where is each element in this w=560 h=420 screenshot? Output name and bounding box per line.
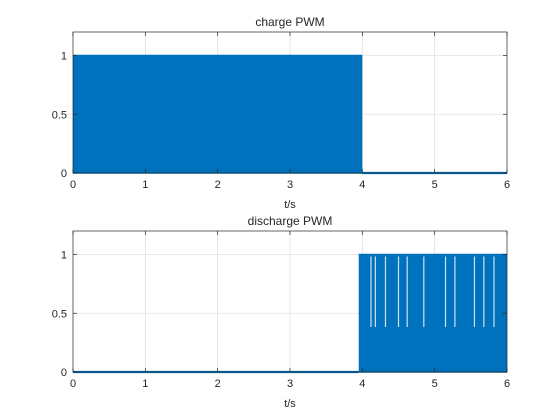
pwm-gap-mark [483, 256, 485, 327]
pwm-gap-mark [493, 256, 495, 327]
x-tick-label: 0 [70, 179, 76, 191]
y-tick-label: 1 [61, 51, 67, 63]
y-tick-label: 0 [61, 168, 67, 180]
subplot-discharge-pwm: 0 1 2 3 4 5 6 0 0.5 1 discharge PWM t/s [52, 214, 510, 410]
subplot-charge-pwm: 0 1 2 3 4 5 6 0 0.5 1 charge PWM t/s [52, 15, 510, 211]
y-tick-label: 0 [61, 367, 67, 379]
x-tick-label: 2 [215, 179, 221, 191]
x-tick-label: 6 [504, 378, 510, 390]
x-tick-label: 2 [215, 378, 221, 390]
pwm-gap-mark [444, 256, 447, 327]
x-tick-label: 3 [287, 179, 293, 191]
pwm-band [73, 55, 363, 173]
pwm-gap-mark [406, 256, 408, 327]
pwm-band [358, 254, 507, 372]
y-tick-label: 0.5 [52, 109, 67, 121]
series-layer [73, 253, 507, 374]
ticks: 0 1 2 3 4 5 6 0 0.5 1 [52, 32, 510, 191]
x-axis-label: t/s [284, 398, 296, 410]
x-tick-label: 5 [432, 378, 438, 390]
pwm-gap-mark [454, 256, 456, 327]
x-axis-label: t/s [284, 199, 296, 211]
pwm-gap-mark [374, 256, 376, 327]
x-tick-label: 6 [504, 179, 510, 191]
x-tick-label: 1 [142, 378, 148, 390]
x-tick-label: 4 [359, 179, 365, 191]
y-tick-label: 1 [61, 250, 67, 262]
x-tick-label: 4 [359, 378, 365, 390]
chart-title: discharge PWM [248, 214, 333, 228]
x-tick-label: 3 [287, 378, 293, 390]
pwm-gap-mark [397, 256, 400, 327]
chart-title: charge PWM [255, 15, 324, 29]
pwm-gap-mark [384, 256, 387, 327]
x-tick-label: 1 [142, 179, 148, 191]
x-tick-label: 0 [70, 378, 76, 390]
x-tick-label: 5 [432, 179, 438, 191]
pwm-gap-mark [370, 256, 372, 327]
ticks: 0 1 2 3 4 5 6 0 0.5 1 [52, 231, 510, 390]
pwm-gap-mark [473, 256, 476, 327]
y-tick-label: 0.5 [52, 308, 67, 320]
pwm-gap-mark [423, 256, 425, 327]
